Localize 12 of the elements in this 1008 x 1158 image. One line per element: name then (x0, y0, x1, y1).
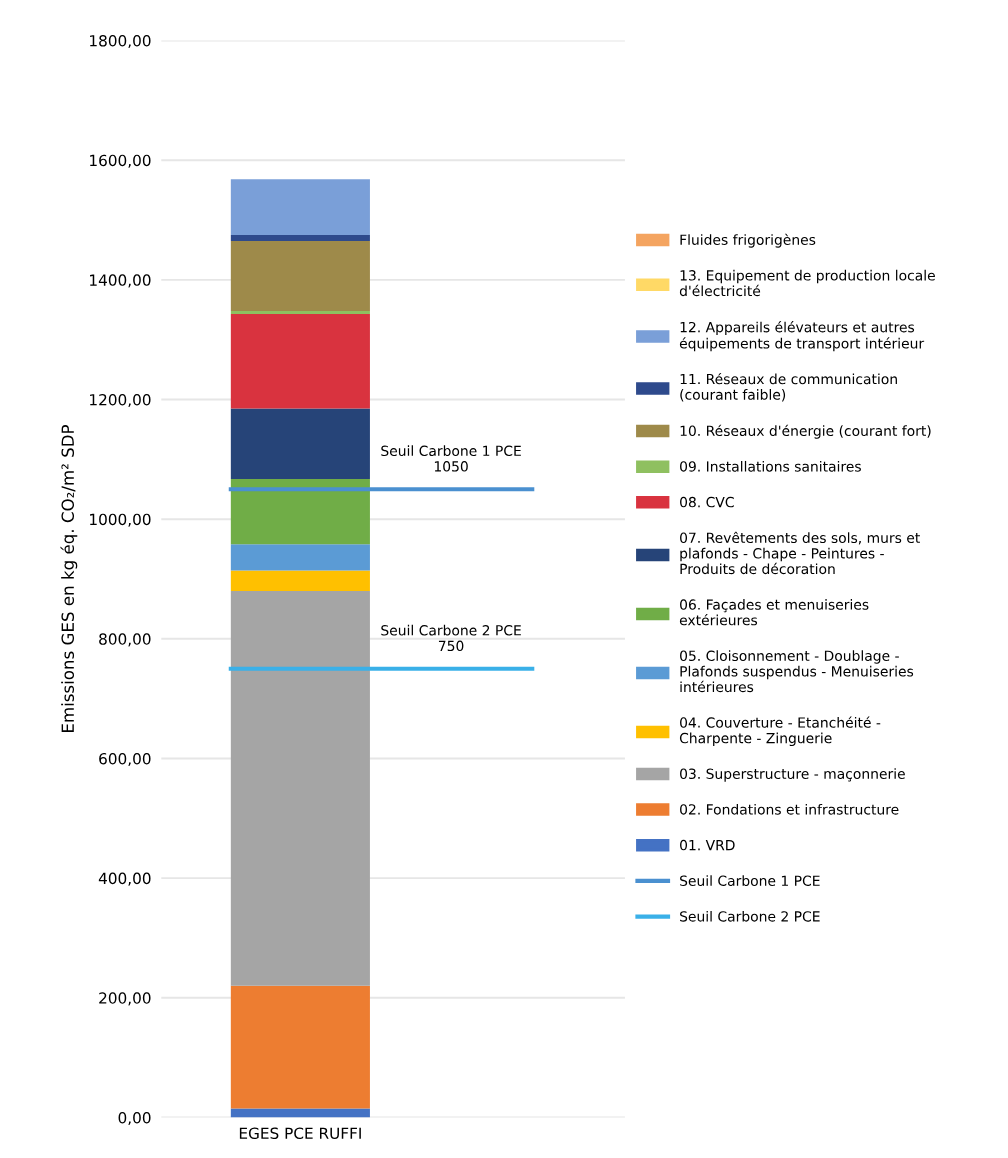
bar (230, 985, 370, 1109)
bar (230, 590, 370, 986)
y-axis-title: Emissions GES en kg éq. CO₂/m² SDP (60, 424, 78, 732)
bar (230, 1108, 370, 1118)
bar (230, 544, 370, 571)
bar (230, 240, 370, 311)
bar (230, 179, 370, 235)
bar (230, 234, 370, 241)
bar (230, 313, 370, 409)
bar (230, 479, 370, 545)
bar (230, 408, 370, 480)
bar (230, 570, 370, 591)
